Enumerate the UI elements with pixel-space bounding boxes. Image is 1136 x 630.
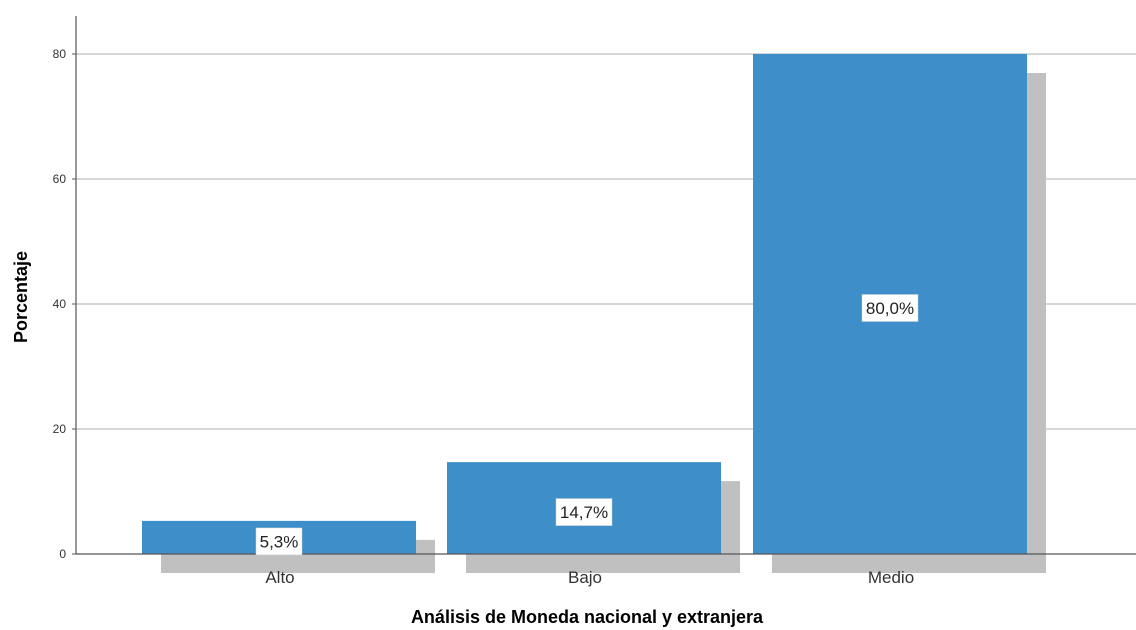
y-tick-label: 0 bbox=[59, 547, 66, 561]
y-tick-label: 80 bbox=[53, 47, 67, 61]
data-label-alto: 5,3% bbox=[255, 527, 303, 556]
data-label-text: 14,7% bbox=[560, 503, 608, 522]
data-label-medio: 80,0% bbox=[861, 294, 919, 322]
y-tick-label: 20 bbox=[53, 422, 67, 436]
category-label-alto: Alto bbox=[265, 568, 294, 587]
category-label-bajo: Bajo bbox=[568, 568, 602, 587]
data-label-box bbox=[861, 294, 919, 322]
y-tick-label: 40 bbox=[53, 297, 67, 311]
y-axis-title: Porcentaje bbox=[11, 251, 31, 343]
y-tick-label: 60 bbox=[53, 172, 67, 186]
data-label-bajo: 14,7% bbox=[555, 498, 613, 526]
category-label-medio: Medio bbox=[868, 568, 914, 587]
label-layer: Alto 5,3% Bajo 14,7% Medio 80,0% bbox=[255, 294, 919, 587]
axis-layer: 0 20 40 60 80 bbox=[53, 16, 1136, 561]
data-label-box bbox=[255, 527, 303, 556]
data-label-box bbox=[555, 498, 613, 526]
x-axis-title: Análisis de Moneda nacional y extranjera bbox=[411, 607, 764, 627]
data-label-text: 5,3% bbox=[260, 532, 299, 551]
data-label-text: 80,0% bbox=[866, 299, 914, 318]
